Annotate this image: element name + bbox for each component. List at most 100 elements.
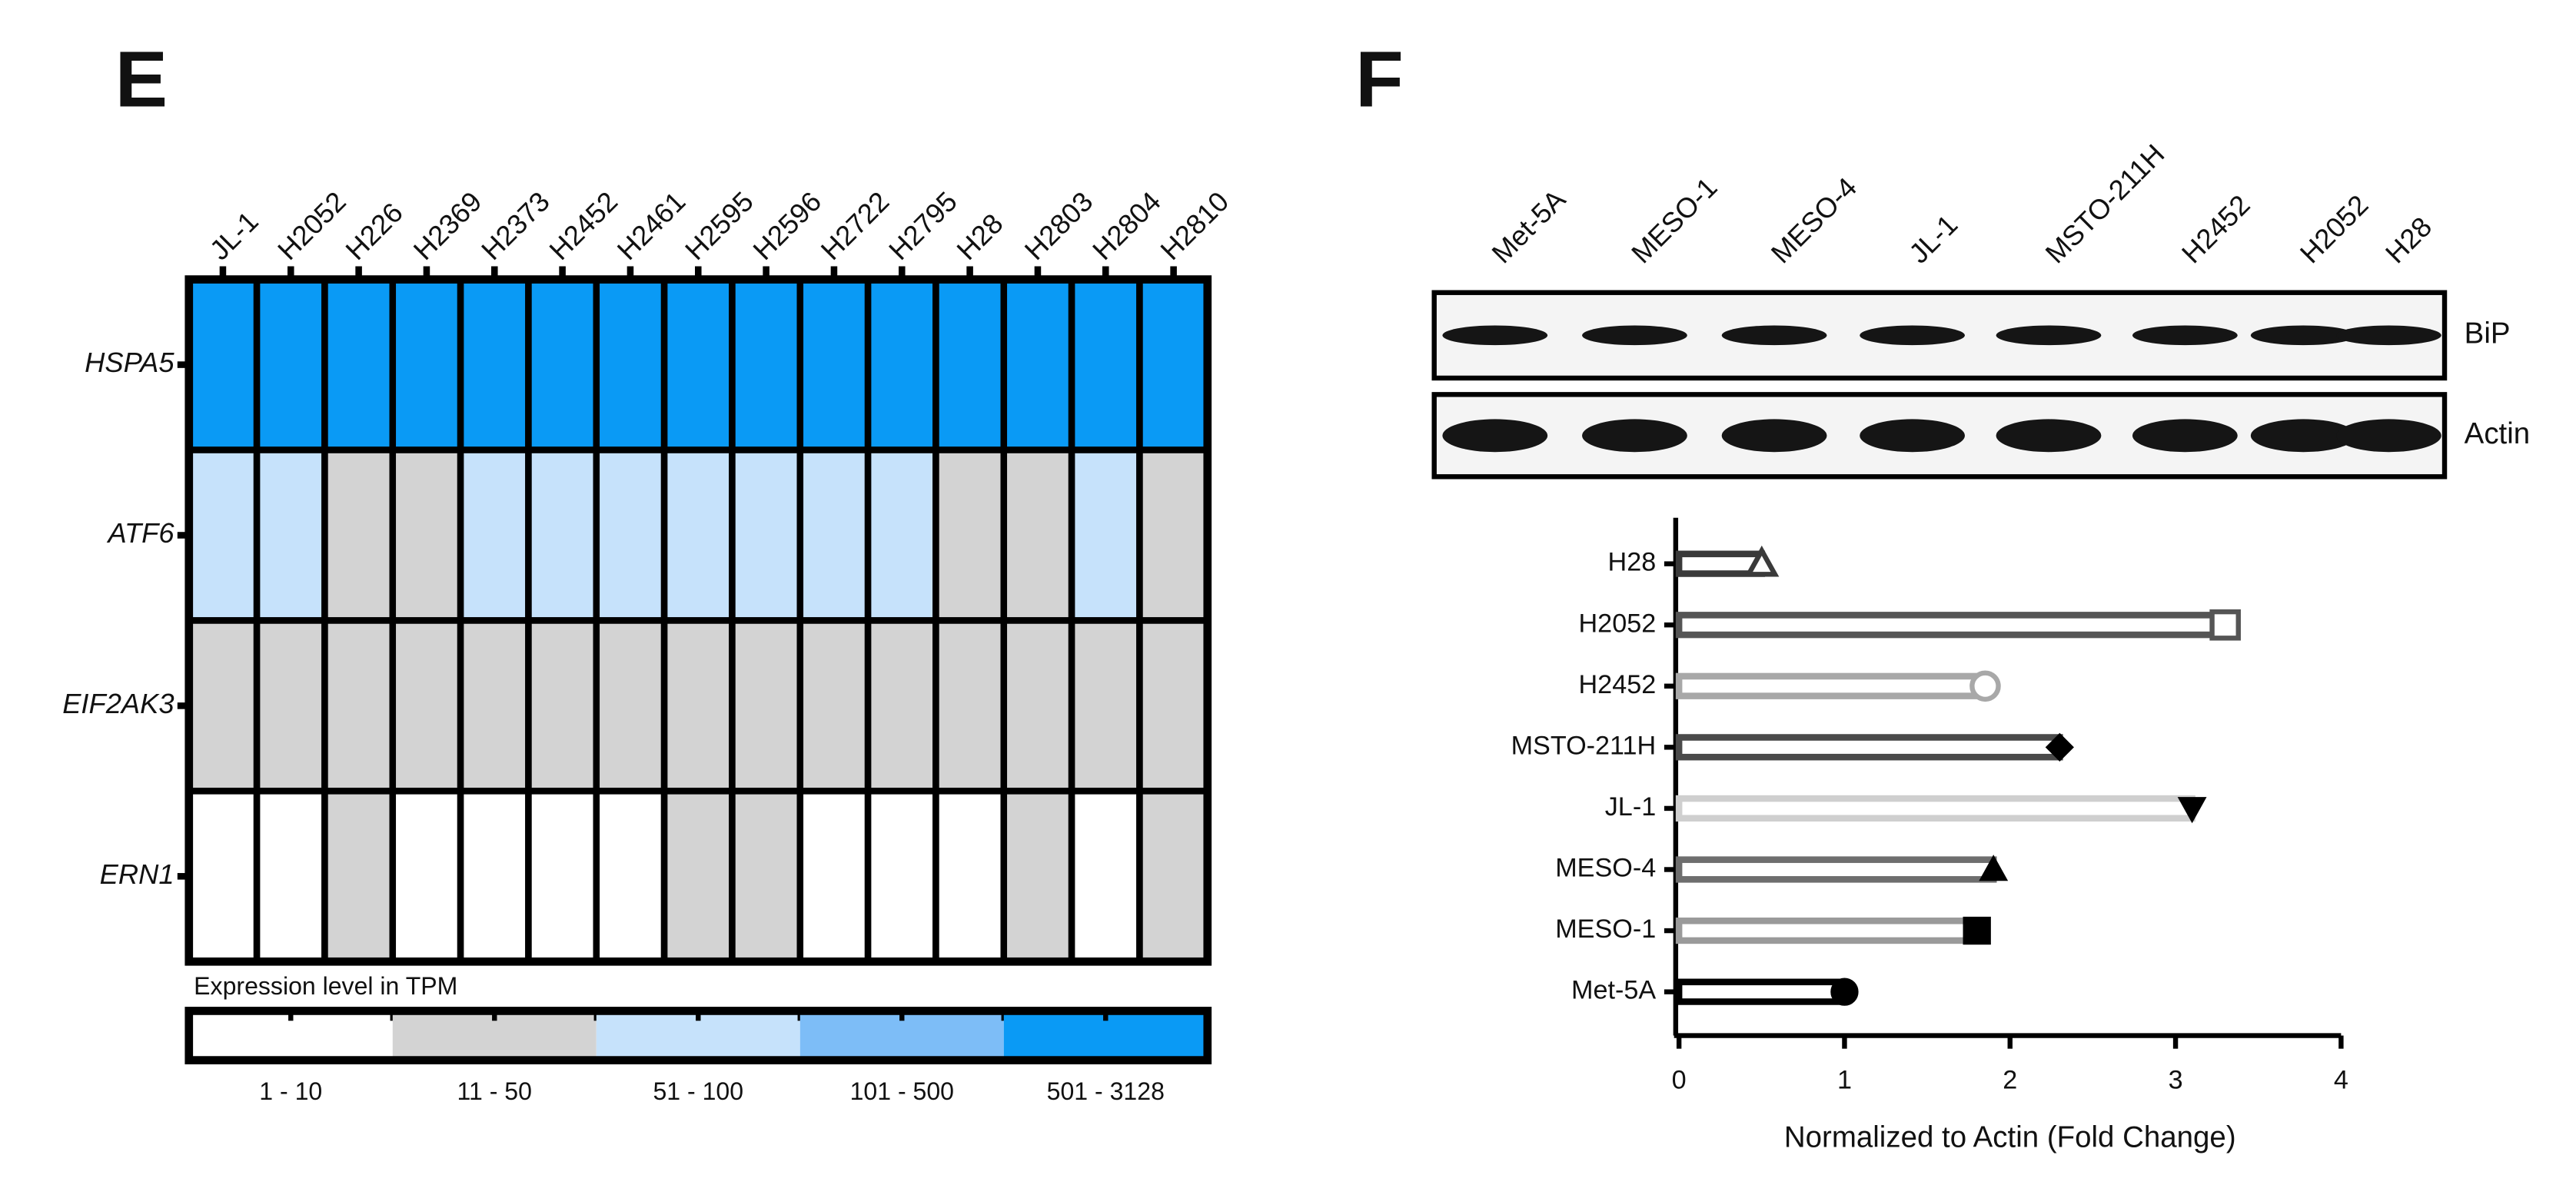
heatmap-cell [729, 617, 804, 795]
heatmap-cell [321, 788, 397, 965]
heatmap-cell [525, 276, 600, 453]
column-label: H2052 [271, 185, 352, 266]
band [1860, 325, 1965, 346]
band [2250, 419, 2356, 453]
heatmap-cell [321, 276, 397, 453]
lane-label: H2452 [2175, 189, 2256, 270]
band [1442, 419, 1548, 453]
band [2335, 419, 2441, 453]
lane-label: Met-5A [1486, 183, 1572, 269]
heatmap-cell [593, 446, 668, 624]
heatmap-cell [796, 276, 872, 453]
band [1860, 419, 1965, 453]
panel-label: F [1355, 35, 1404, 123]
heatmap-cell [457, 276, 532, 453]
lane-label: JL-1 [1903, 208, 1963, 269]
heatmap-cell [729, 788, 804, 965]
heatmap-cell [864, 788, 939, 965]
heatmap-cell [185, 617, 261, 795]
lane-label: MSTO-211H [2039, 138, 2171, 270]
column-label: H2461 [611, 185, 692, 266]
lane-label: H28 [2379, 211, 2438, 269]
y-tick-label: H2052 [1579, 609, 1657, 638]
x-tick-label: 4 [2334, 1065, 2348, 1094]
band [2132, 325, 2238, 346]
heatmap-cell [253, 446, 328, 624]
legend-label: 101 - 500 [850, 1077, 954, 1105]
legend-label: 501 - 3128 [1047, 1077, 1165, 1105]
heatmap-cell [1136, 788, 1212, 965]
band [1996, 419, 2102, 453]
row-label: ERN1 [100, 858, 175, 890]
marker [1969, 670, 2001, 702]
legend-frame [184, 1007, 1212, 1064]
row-label: ATF6 [106, 517, 175, 549]
heatmap-cell [1068, 617, 1143, 795]
band [2250, 325, 2356, 346]
column-label: JL-1 [204, 205, 264, 266]
lane-label: MESO-4 [1765, 171, 1863, 270]
column-label: H2795 [882, 185, 963, 266]
x-tick-label: 3 [2169, 1065, 2183, 1094]
y-tick-label: MSTO-211H [1511, 731, 1657, 760]
heatmap-cell [864, 617, 939, 795]
column-label: H2596 [747, 185, 828, 266]
heatmap-cell [1000, 276, 1075, 453]
heatmap-cell [660, 276, 736, 453]
x-tick-label: 2 [2003, 1065, 2017, 1094]
heatmap-cell [932, 276, 1008, 453]
heatmap-cell [1000, 788, 1075, 965]
bar [1675, 612, 2229, 639]
band [1582, 419, 1687, 453]
y-tick-label: H2452 [1579, 670, 1657, 699]
heatmap-cell [864, 276, 939, 453]
heatmap-cell [1136, 276, 1212, 453]
heatmap-cell [253, 276, 328, 453]
legend-label: 11 - 50 [457, 1077, 532, 1105]
column-label: H2595 [679, 185, 760, 266]
heatmap-cell [1068, 446, 1143, 624]
column-label: H2373 [475, 185, 556, 266]
heatmap-cell [796, 446, 872, 624]
band [1996, 325, 2102, 346]
row-label: EIF2AK3 [62, 688, 174, 719]
column-label: H2452 [543, 185, 624, 266]
heatmap-cell [185, 788, 261, 965]
heatmap-cell [185, 446, 261, 624]
heatmap-cell [253, 617, 328, 795]
heatmap-cell [1068, 788, 1143, 965]
band [1721, 419, 1827, 453]
y-tick-label: MESO-4 [1555, 854, 1656, 883]
heatmap-cell [660, 788, 736, 965]
marker [2045, 732, 2074, 762]
heatmap-cell [457, 788, 532, 965]
bar [1675, 672, 1989, 699]
heatmap-cell [729, 446, 804, 624]
column-label: H2803 [1019, 185, 1099, 266]
heatmap-cell [525, 617, 600, 795]
band [2132, 419, 2238, 453]
y-tick-label: H28 [1608, 548, 1657, 577]
heatmap-cell [932, 788, 1008, 965]
heatmap-cell [457, 446, 532, 624]
legend-label: 1 - 10 [259, 1077, 322, 1105]
band-label: Actin [2465, 417, 2530, 450]
heatmap-cell [1000, 617, 1075, 795]
y-tick-label: Met-5A [1571, 976, 1656, 1005]
heatmap-cell [525, 788, 600, 965]
heatmap-cell [389, 446, 464, 624]
bar [1675, 856, 1997, 883]
heatmap-cell [796, 788, 872, 965]
heatmap-cell [457, 617, 532, 795]
marker [1979, 855, 2009, 881]
heatmap-cell [1136, 617, 1212, 795]
heatmap-cell [389, 276, 464, 453]
column-label: H2804 [1086, 185, 1167, 266]
heatmap-cell [593, 617, 668, 795]
heatmap-cell [864, 446, 939, 624]
marker [1963, 916, 1991, 945]
band-label: BiP [2465, 317, 2511, 350]
column-label: H2810 [1155, 185, 1235, 266]
row-label: HSPA5 [85, 347, 175, 378]
band [1721, 325, 1827, 346]
